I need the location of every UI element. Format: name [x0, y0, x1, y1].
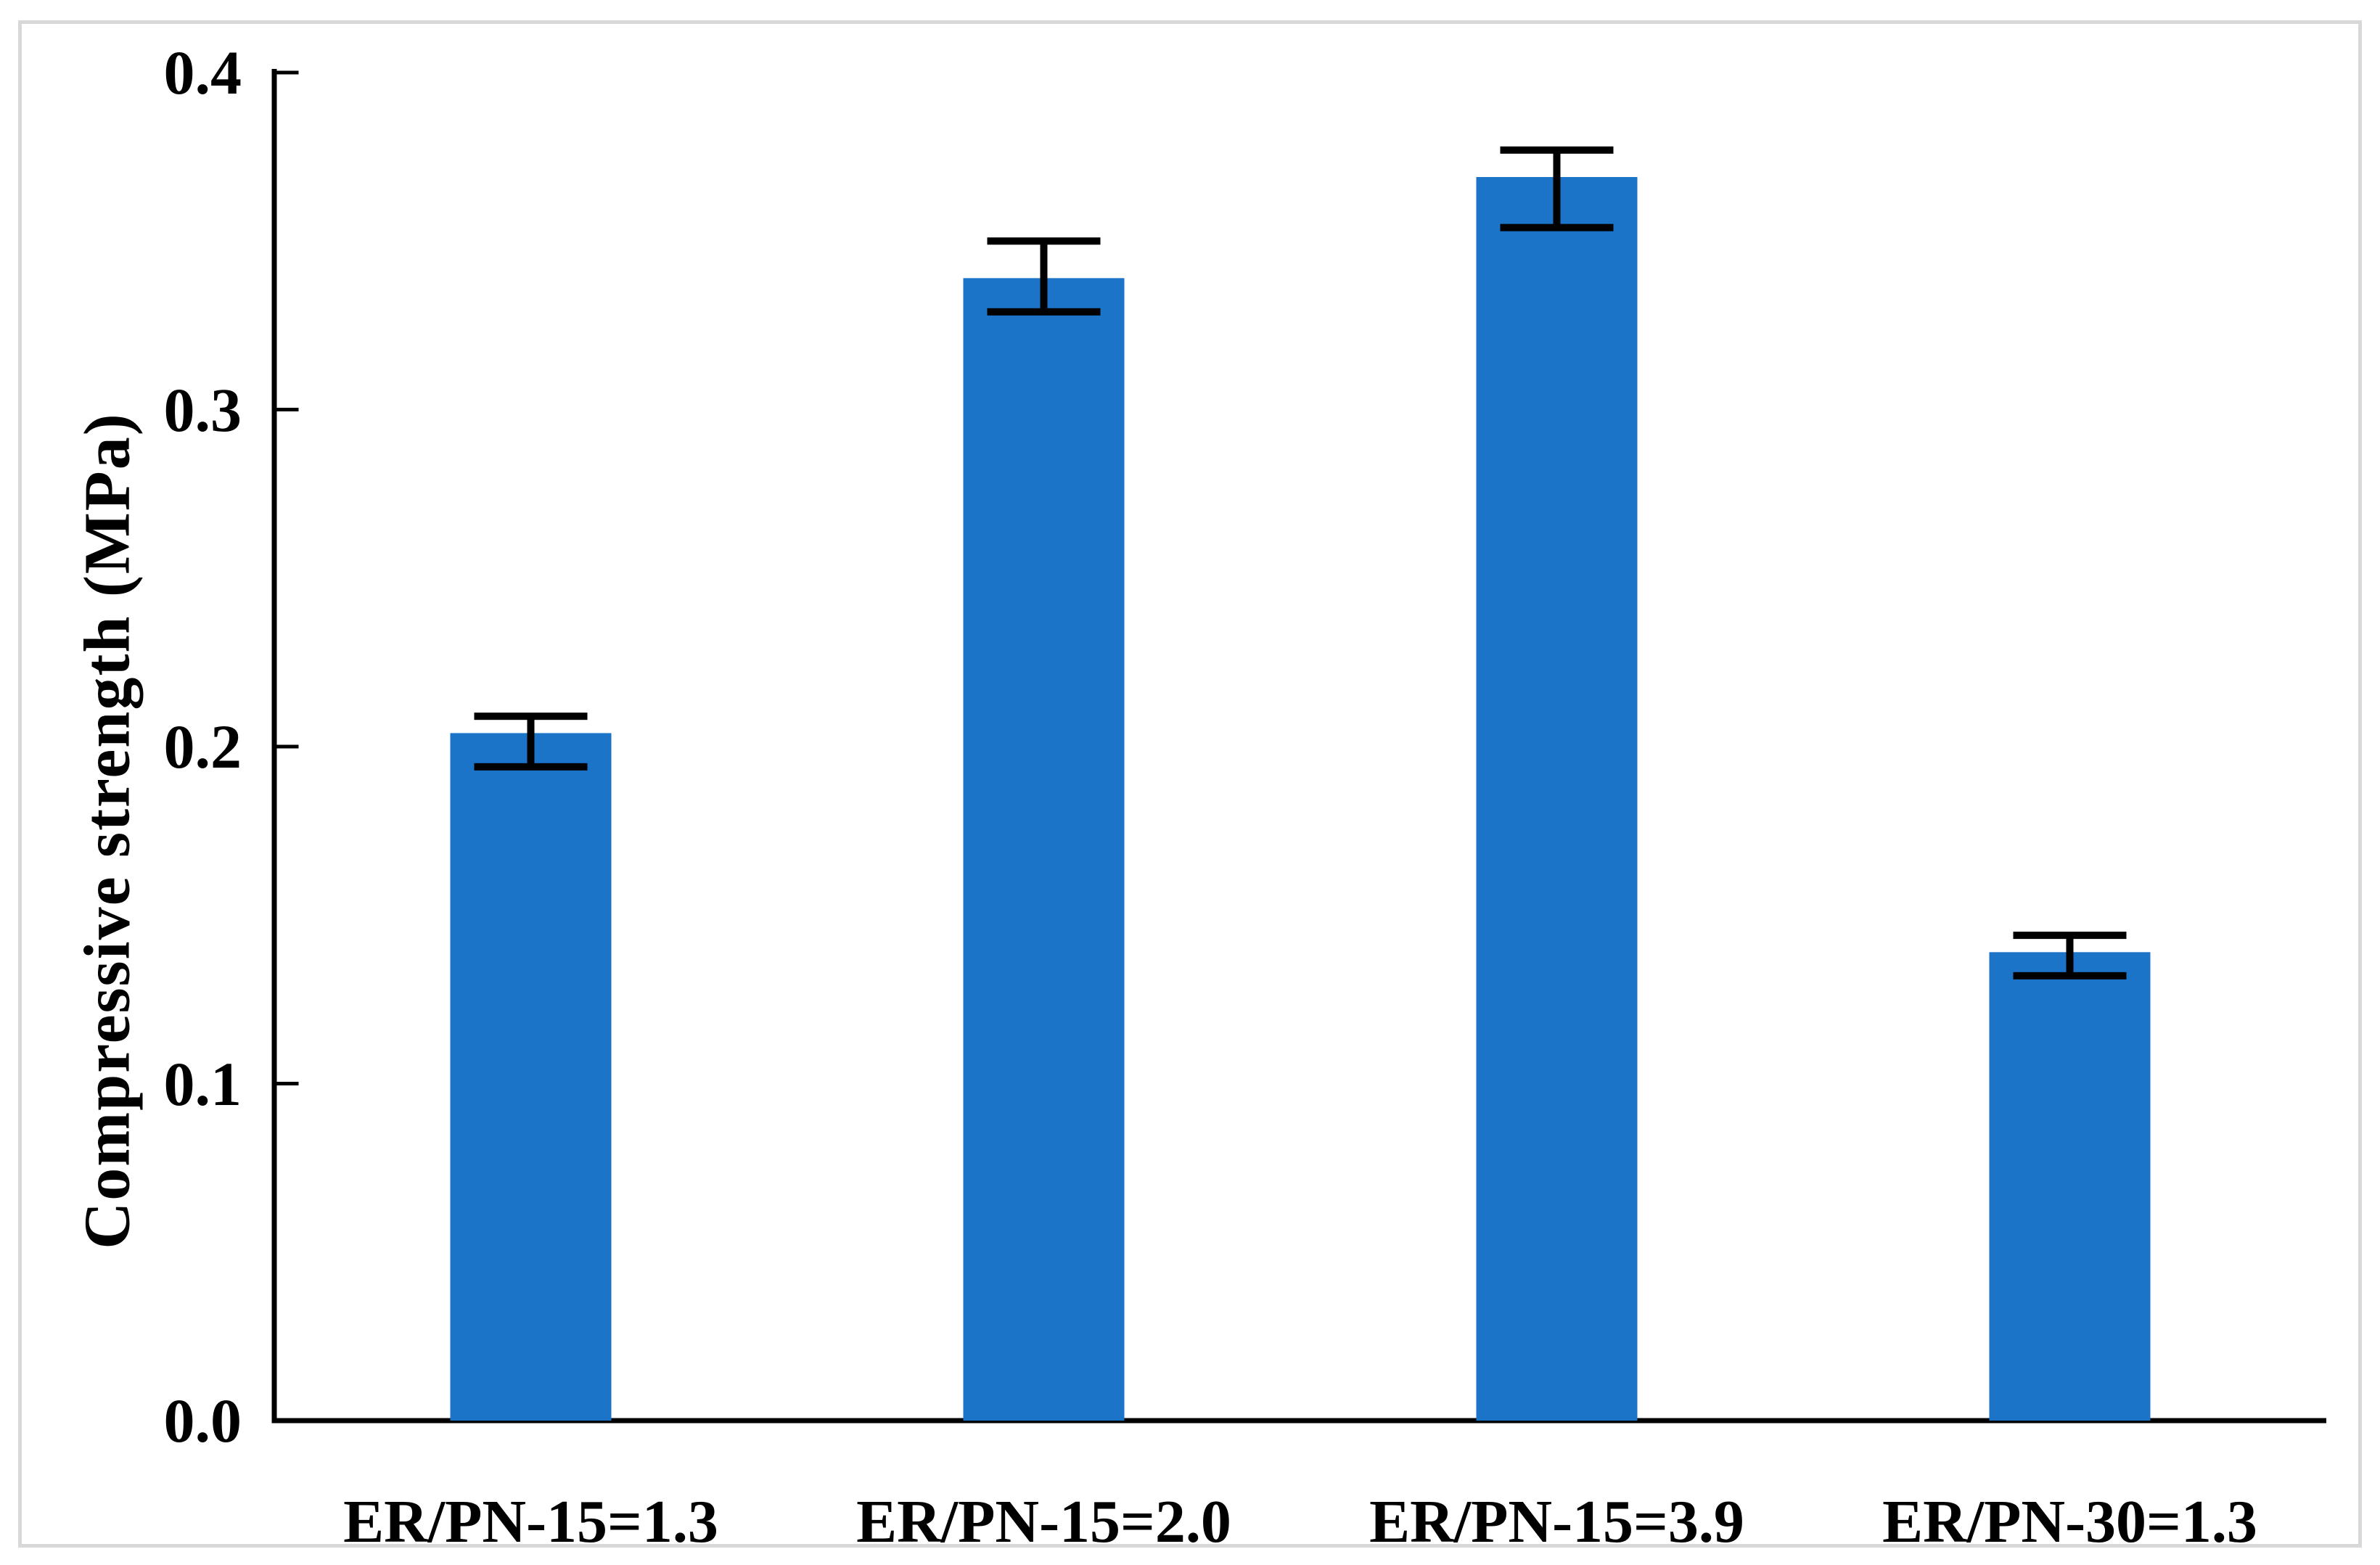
- x-category-label: ER/PN-30=1.3: [1882, 1488, 2257, 1556]
- error-bar-line: [1040, 241, 1048, 312]
- error-bar-line: [2066, 935, 2074, 976]
- y-axis-line: [271, 69, 277, 1424]
- y-tick-label: 0.3: [163, 374, 242, 445]
- y-axis-tick: [276, 744, 299, 749]
- error-bar-line: [527, 716, 535, 767]
- x-category-label: ER/PN-15=2.0: [856, 1488, 1231, 1556]
- bar: [963, 278, 1125, 1421]
- y-tick-label: 0.0: [163, 1386, 242, 1455]
- error-bar-line: [1553, 149, 1561, 228]
- y-axis-tick: [276, 1082, 299, 1085]
- y-tick-label: 0.4: [163, 38, 242, 107]
- x-category-label: ER/PN-15=3.9: [1369, 1488, 1744, 1556]
- error-bar-cap-top: [987, 237, 1101, 245]
- x-category-label: ER/PN-15=1.3: [343, 1488, 718, 1556]
- error-bar-cap-top: [1500, 146, 1614, 154]
- x-axis-line: [271, 1418, 2326, 1424]
- error-bar-cap-bottom: [474, 763, 588, 771]
- error-bar-cap-bottom: [987, 308, 1101, 316]
- error-bar-cap-top: [2013, 932, 2127, 940]
- y-tick-label: 0.2: [163, 712, 242, 781]
- y-axis-tick: [276, 408, 299, 411]
- bar: [1989, 952, 2151, 1421]
- error-bar-cap-bottom: [1500, 223, 1614, 231]
- bar: [450, 733, 612, 1421]
- bar: [1476, 176, 1638, 1421]
- y-axis-title: Compressive strength (MPa): [71, 412, 144, 1249]
- y-axis-tick: [276, 70, 299, 75]
- error-bar-cap-top: [474, 712, 588, 720]
- error-bar-cap-bottom: [2013, 972, 2127, 979]
- y-tick-label: 0.1: [163, 1048, 242, 1119]
